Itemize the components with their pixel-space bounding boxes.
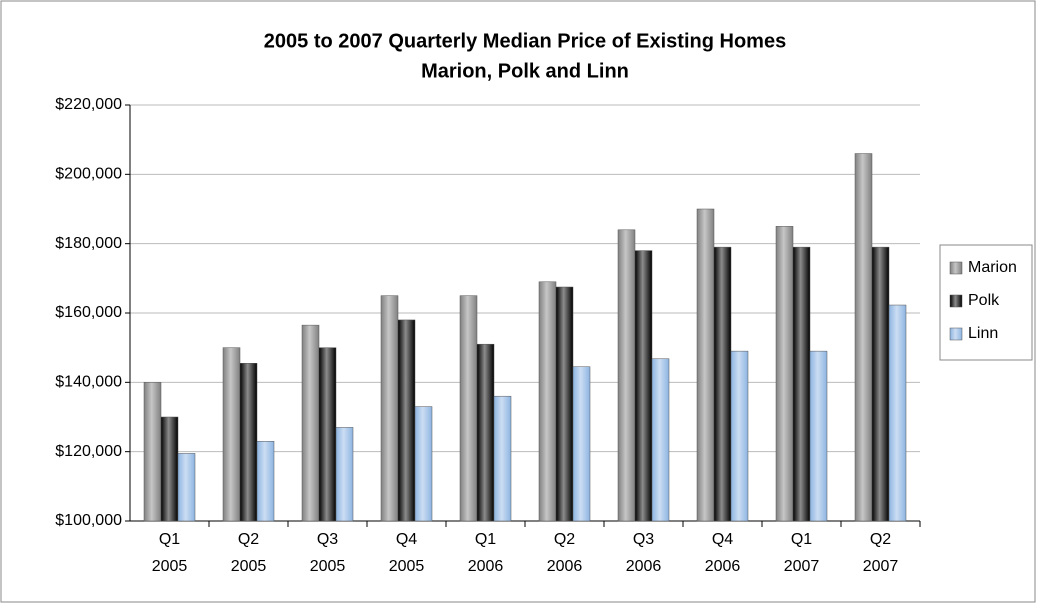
bar: [414, 406, 433, 522]
legend-swatch: [949, 327, 963, 341]
legend-label: Marion: [968, 259, 1017, 276]
legend-label: Linn: [968, 325, 998, 342]
bar: [713, 246, 732, 522]
bar: [143, 382, 162, 522]
bar: [730, 350, 749, 522]
bar: [809, 350, 828, 522]
x-tick-label: 2006: [468, 558, 504, 575]
x-tick-label: Q1: [159, 531, 180, 548]
x-tick-label: 2007: [784, 558, 820, 575]
chart-title: 2005 to 2007 Quarterly Median Price of E…: [264, 30, 786, 52]
bar: [651, 358, 670, 522]
x-tick-label: Q4: [712, 531, 733, 548]
bar: [493, 395, 512, 522]
bar: [634, 250, 653, 522]
bar: [397, 319, 416, 522]
bar: [335, 427, 354, 522]
bar: [160, 416, 179, 522]
x-tick-label: Q4: [396, 531, 417, 548]
bar: [476, 343, 495, 522]
bar: [301, 324, 320, 522]
y-tick-label: $120,000: [55, 443, 122, 460]
x-tick-label: 2007: [863, 558, 899, 575]
legend-label: Polk: [968, 292, 1000, 309]
x-tick-label: Q3: [633, 531, 654, 548]
y-tick-label: $180,000: [55, 235, 122, 252]
y-tick-label: $160,000: [55, 304, 122, 321]
x-tick-label: Q2: [870, 531, 891, 548]
bar: [854, 153, 873, 522]
bar: [318, 347, 337, 522]
y-tick-label: $220,000: [55, 96, 122, 113]
legend-swatch: [949, 294, 963, 308]
bar: [222, 347, 241, 522]
y-tick-label: $140,000: [55, 374, 122, 391]
x-tick-label: 2006: [547, 558, 583, 575]
x-tick-label: 2006: [626, 558, 662, 575]
legend-swatch: [949, 261, 963, 275]
x-tick-label: 2005: [231, 558, 267, 575]
bar: [459, 295, 478, 522]
x-tick-label: Q1: [475, 531, 496, 548]
x-tick-label: 2006: [705, 558, 741, 575]
bar: [696, 208, 715, 522]
chart-subtitle: Marion, Polk and Linn: [421, 60, 629, 82]
y-tick-label: $100,000: [55, 512, 122, 529]
bar: [555, 286, 574, 522]
x-tick-label: Q1: [791, 531, 812, 548]
x-tick-label: Q2: [554, 531, 575, 548]
bar: [792, 246, 811, 522]
bar: [572, 366, 591, 522]
bar: [888, 304, 907, 522]
x-tick-label: Q3: [317, 531, 338, 548]
bar: [239, 363, 258, 522]
bar: [538, 281, 557, 522]
x-tick-label: 2005: [152, 558, 188, 575]
x-tick-label: Q2: [238, 531, 259, 548]
bar: [256, 441, 275, 522]
bar: [380, 295, 399, 522]
x-tick-label: 2005: [310, 558, 346, 575]
x-tick-label: 2005: [389, 558, 425, 575]
bar: [617, 229, 636, 522]
bar: [775, 226, 794, 522]
bar: [177, 453, 196, 522]
y-tick-label: $200,000: [55, 166, 122, 183]
bar: [871, 246, 890, 522]
